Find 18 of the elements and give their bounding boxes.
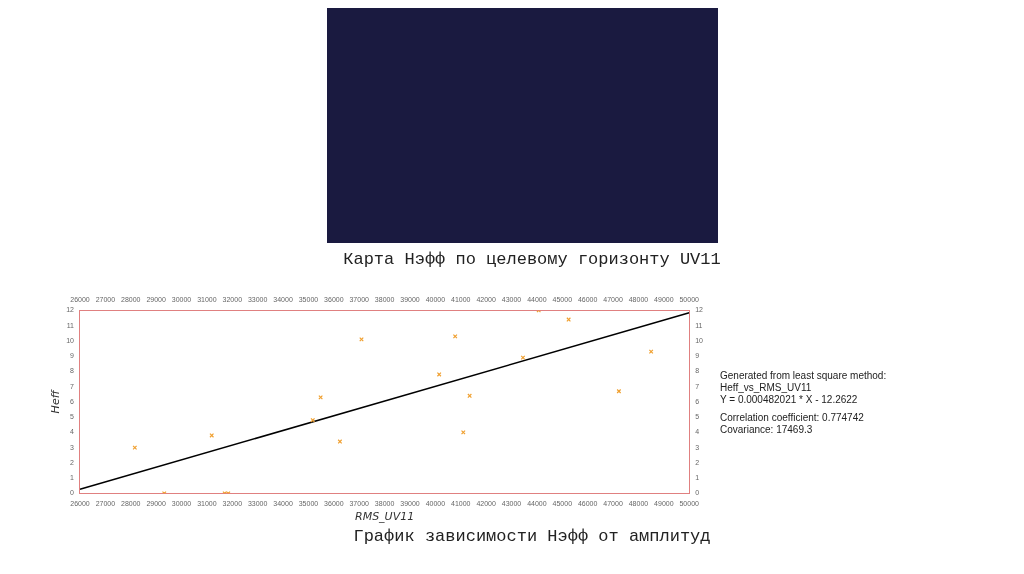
point <box>209 433 215 438</box>
point <box>566 317 572 322</box>
y-axis-title: Heff <box>49 389 63 414</box>
point <box>520 355 526 361</box>
text: Карта Нэфф по целевому горизонту UV11 <box>342 250 722 269</box>
point <box>648 349 654 354</box>
point <box>460 430 466 435</box>
x-axis-title: RMS_UV11 <box>355 510 415 524</box>
point <box>467 393 473 399</box>
text: Correlation coefficient: 0.774742 Covariance: 17469.3 <box>720 412 865 436</box>
point <box>452 333 458 339</box>
point <box>616 388 622 394</box>
point <box>337 439 343 444</box>
text: Generated from least square method: Heff_vs_RMS_UV11 Y = 0.000482021 * X - 12.2622 <box>720 370 887 406</box>
point <box>436 372 442 377</box>
text: График зависимости Нэфф от амплитуд <box>352 527 712 546</box>
point <box>359 337 364 342</box>
point <box>132 445 138 451</box>
